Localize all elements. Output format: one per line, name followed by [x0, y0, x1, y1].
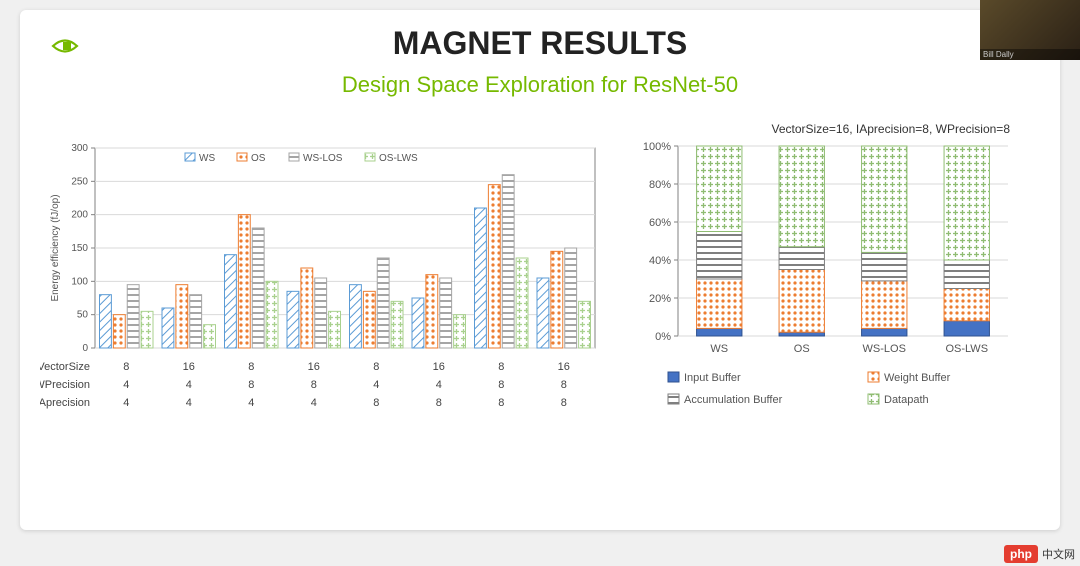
slide: MAGNET RESULTS Design Space Exploration … — [20, 10, 1060, 530]
stacked-breakdown-chart: VectorSize=16, IAprecision=8, WPrecision… — [630, 118, 1020, 448]
svg-text:VectorSize=16, IAprecision=8,: VectorSize=16, IAprecision=8, WPrecision… — [772, 122, 1011, 136]
svg-text:4: 4 — [373, 379, 379, 391]
svg-text:200: 200 — [71, 210, 88, 221]
svg-text:16: 16 — [558, 361, 570, 373]
svg-text:4: 4 — [186, 379, 192, 391]
svg-text:8: 8 — [498, 361, 504, 373]
svg-text:4: 4 — [436, 379, 442, 391]
svg-text:4: 4 — [311, 397, 317, 409]
svg-text:4: 4 — [123, 379, 129, 391]
svg-text:WS-LOS: WS-LOS — [863, 343, 906, 355]
svg-text:WPrecision: WPrecision — [40, 379, 90, 391]
php-badge: php — [1004, 545, 1038, 563]
webcam-thumbnail: Bill Dally — [980, 0, 1080, 60]
nvidia-logo-icon — [50, 35, 80, 57]
svg-text:OS-LWS: OS-LWS — [945, 343, 988, 355]
svg-text:16: 16 — [308, 361, 320, 373]
svg-text:40%: 40% — [649, 255, 671, 267]
slide-title: MAGNET RESULTS — [40, 25, 1040, 62]
svg-text:100: 100 — [71, 276, 88, 287]
svg-text:8: 8 — [123, 361, 129, 373]
svg-text:16: 16 — [433, 361, 445, 373]
svg-text:WS: WS — [199, 153, 215, 164]
svg-text:20%: 20% — [649, 293, 671, 305]
svg-text:8: 8 — [373, 361, 379, 373]
svg-text:300: 300 — [71, 143, 88, 154]
svg-text:100%: 100% — [643, 141, 671, 153]
svg-text:8: 8 — [436, 397, 442, 409]
php-watermark: php 中文网 — [1004, 545, 1075, 563]
webcam-name-label: Bill Dally — [980, 49, 1080, 60]
svg-text:4: 4 — [248, 397, 254, 409]
svg-text:8: 8 — [248, 379, 254, 391]
charts-row: 0 50 100 150 200 250 300 Energy efficiency (fJ/… — [40, 118, 1040, 448]
svg-text:8: 8 — [373, 397, 379, 409]
svg-text:8: 8 — [561, 397, 567, 409]
svg-text:WS: WS — [710, 343, 728, 355]
svg-text:Datapath: Datapath — [884, 394, 929, 406]
svg-text:250: 250 — [71, 176, 88, 187]
svg-text:Weight Buffer: Weight Buffer — [884, 372, 951, 384]
svg-text:OS-LWS: OS-LWS — [379, 153, 418, 164]
svg-text:16: 16 — [183, 361, 195, 373]
php-text: 中文网 — [1042, 546, 1075, 562]
svg-text:50: 50 — [77, 310, 89, 321]
svg-text:60%: 60% — [649, 217, 671, 229]
svg-text:Energy efficiency (fJ/op): Energy efficiency (fJ/op) — [50, 194, 61, 301]
svg-text:8: 8 — [561, 379, 567, 391]
svg-text:8: 8 — [311, 379, 317, 391]
svg-text:8: 8 — [498, 397, 504, 409]
slide-subtitle: Design Space Exploration for ResNet-50 — [40, 72, 1040, 98]
svg-text:0%: 0% — [655, 331, 671, 343]
svg-text:WS-LOS: WS-LOS — [303, 153, 343, 164]
svg-text:150: 150 — [71, 243, 88, 254]
svg-text:8: 8 — [248, 361, 254, 373]
energy-efficiency-chart: 0 50 100 150 200 250 300 Energy efficiency (fJ/… — [40, 118, 610, 448]
svg-text:OS: OS — [251, 153, 266, 164]
svg-text:Input Buffer: Input Buffer — [684, 372, 741, 384]
svg-text:4: 4 — [186, 397, 192, 409]
svg-text:IAprecision: IAprecision — [40, 397, 90, 409]
svg-text:4: 4 — [123, 397, 129, 409]
svg-text:VectorSize: VectorSize — [40, 361, 90, 373]
svg-text:Accumulation Buffer: Accumulation Buffer — [684, 394, 783, 406]
svg-text:0: 0 — [82, 343, 88, 354]
svg-text:OS: OS — [794, 343, 810, 355]
svg-text:8: 8 — [498, 379, 504, 391]
svg-text:80%: 80% — [649, 179, 671, 191]
